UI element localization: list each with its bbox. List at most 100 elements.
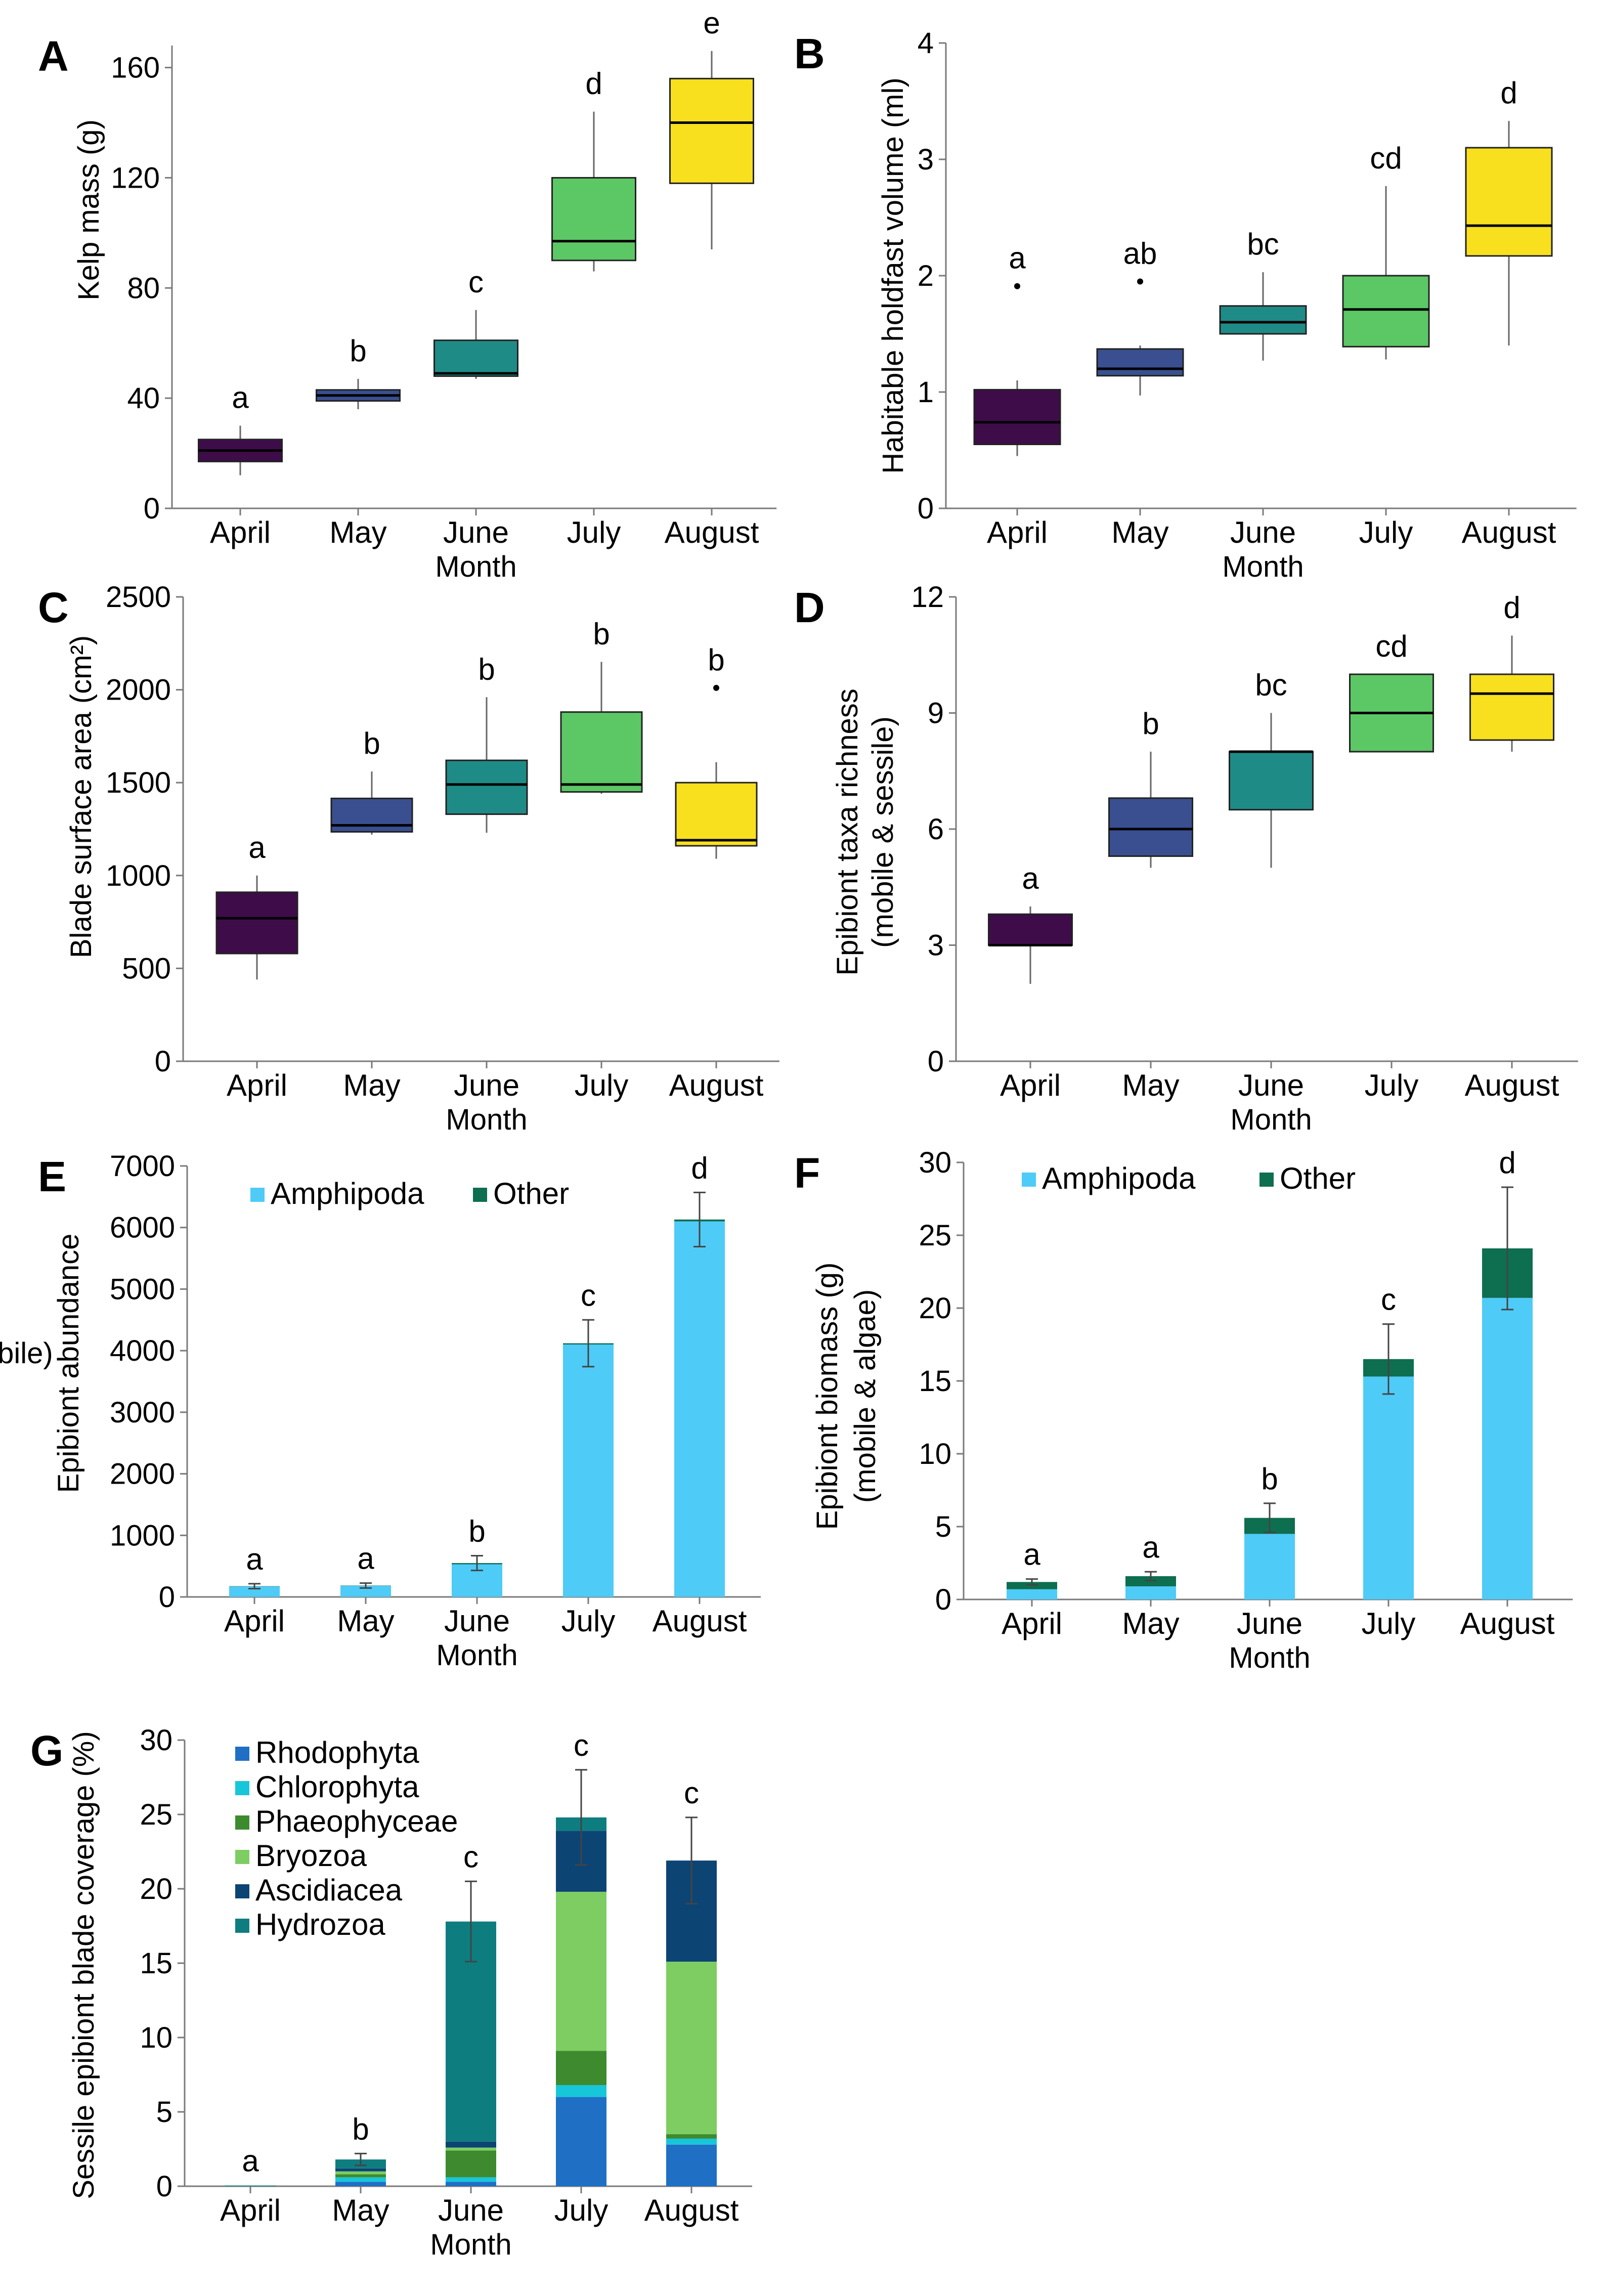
legend-swatch bbox=[250, 1188, 265, 1202]
x-tick-label: May bbox=[1122, 1607, 1179, 1640]
panel-a: A 0 40 80 120 160 April May June July August Month K… bbox=[38, 6, 777, 583]
panel-label: G bbox=[30, 1727, 63, 1774]
significance-letter: b bbox=[593, 617, 610, 651]
y-axis-title: Habitable holdfast volume (ml) bbox=[877, 77, 909, 473]
bar-segment bbox=[446, 2150, 496, 2178]
y-tick-label: 15 bbox=[140, 1947, 172, 1980]
outlier-point bbox=[1014, 283, 1020, 289]
y-tick-label: 9 bbox=[928, 697, 944, 730]
y-tick-label: 7000 bbox=[110, 1150, 175, 1183]
x-tick-label: June bbox=[1230, 515, 1296, 549]
y-tick-label: 30 bbox=[140, 1724, 172, 1757]
x-tick-label: April bbox=[987, 515, 1048, 549]
significance-letter: cd bbox=[1375, 629, 1407, 663]
bar-segment bbox=[335, 2182, 386, 2186]
significance-letter: c bbox=[468, 265, 484, 299]
bar-segment bbox=[335, 2171, 386, 2175]
y-tick-label: 0 bbox=[159, 1581, 175, 1614]
legend-swatch bbox=[473, 1188, 487, 1202]
bar-segment bbox=[556, 1891, 606, 2051]
bar-segment bbox=[335, 2168, 386, 2172]
legend: Amphipoda Other bbox=[1022, 1161, 1356, 1195]
y-tick-label: 4 bbox=[918, 27, 934, 60]
x-tick-label: April bbox=[224, 1604, 285, 1638]
x-tick-label: May bbox=[1111, 515, 1168, 549]
y-tick-label: 6 bbox=[928, 813, 944, 846]
bar-segment bbox=[674, 1221, 725, 1597]
x-tick-label: April bbox=[210, 515, 271, 549]
bar-segment bbox=[556, 2097, 606, 2186]
box bbox=[1219, 305, 1307, 335]
bar-segment bbox=[229, 1586, 280, 1597]
legend: RhodophytaChlorophytaPhaeophyceaeBryozoa… bbox=[235, 1736, 458, 1941]
y-tick-label: 30 bbox=[919, 1146, 951, 1179]
bar-segment bbox=[1244, 1534, 1295, 1599]
x-axis-title: Month bbox=[435, 550, 516, 583]
x-tick-label: June bbox=[444, 1604, 510, 1638]
significance-letter: b bbox=[363, 726, 380, 760]
significance-letter: b bbox=[478, 652, 495, 686]
x-tick-label: July bbox=[567, 515, 621, 549]
significance-letter: c bbox=[463, 1840, 479, 1874]
y-tick-label: 2000 bbox=[106, 674, 171, 707]
significance-letter: a bbox=[246, 1542, 263, 1576]
y-tick-label: 15 bbox=[919, 1365, 951, 1398]
bar-segment bbox=[1125, 1586, 1176, 1599]
y-axis-title: Epibiont biomass (g) bbox=[811, 1263, 844, 1530]
x-tick-label: June bbox=[438, 2193, 504, 2227]
x-tick-label: August bbox=[1465, 1068, 1559, 1102]
x-tick-label: April bbox=[227, 1068, 287, 1102]
x-tick-label: July bbox=[1362, 1607, 1416, 1640]
bar-segment bbox=[563, 1344, 614, 1597]
legend-label: Bryozoa bbox=[255, 1839, 367, 1873]
significance-letter: cd bbox=[1370, 141, 1402, 175]
panel-label: A bbox=[38, 32, 69, 80]
x-tick-label: April bbox=[220, 2193, 281, 2227]
x-tick-label: August bbox=[644, 2193, 739, 2227]
y-axis-title: Kelp mass (g) bbox=[72, 119, 105, 300]
legend: Amphipoda Other bbox=[250, 1177, 569, 1210]
significance-letter: c bbox=[684, 1776, 699, 1810]
y-tick-label: 1000 bbox=[106, 859, 171, 892]
box bbox=[988, 913, 1073, 946]
y-axis-title-line2: (mobile) bbox=[0, 1337, 53, 1370]
x-axis-title: Month bbox=[1222, 550, 1304, 583]
significance-letter: d bbox=[1503, 591, 1520, 625]
y-tick-label: 1000 bbox=[110, 1519, 175, 1552]
y-tick-label: 1 bbox=[918, 376, 934, 409]
panel-label: F bbox=[794, 1149, 820, 1197]
legend-swatch bbox=[235, 1850, 249, 1864]
x-tick-label: June bbox=[443, 515, 509, 549]
y-tick-label: 20 bbox=[140, 1873, 172, 1905]
y-tick-label: 20 bbox=[919, 1292, 951, 1325]
y-tick-label: 0 bbox=[935, 1583, 951, 1616]
y-axis-title-line2: (mobile & algae) bbox=[849, 1289, 882, 1503]
box bbox=[669, 77, 754, 184]
panel-c: C 0 500 1000 1500 2000 2500 April May June July Aug… bbox=[38, 581, 779, 1136]
panel-label: B bbox=[794, 30, 825, 77]
bar-segment bbox=[335, 2177, 386, 2182]
y-axis-title: Blade surface area (cm²) bbox=[65, 635, 98, 958]
x-tick-label: May bbox=[337, 1604, 394, 1638]
y-tick-label: 2000 bbox=[110, 1458, 175, 1491]
x-tick-label: August bbox=[669, 1068, 764, 1102]
y-tick-label: 10 bbox=[919, 1438, 951, 1470]
x-tick-label: August bbox=[665, 515, 759, 549]
significance-letter: a bbox=[1009, 241, 1026, 275]
box bbox=[1229, 751, 1314, 811]
y-tick-label: 500 bbox=[122, 952, 171, 985]
significance-letter: a bbox=[232, 381, 249, 415]
x-axis-title: Month bbox=[446, 1103, 527, 1136]
y-tick-label: 3 bbox=[928, 929, 944, 962]
x-axis-title: Month bbox=[1230, 1103, 1312, 1136]
x-axis-title: Month bbox=[430, 2228, 511, 2261]
x-tick-label: July bbox=[575, 1068, 629, 1102]
x-axis-title: Month bbox=[1229, 1641, 1310, 1674]
panel-f: F 0 5 10 15 20 25 30 April May June July August Month… bbox=[794, 1146, 1573, 1674]
y-tick-label: 120 bbox=[111, 161, 160, 194]
x-tick-label: June bbox=[1237, 1607, 1302, 1640]
significance-letter: a bbox=[242, 2144, 259, 2178]
y-tick-label: 0 bbox=[918, 492, 934, 525]
panel-label: C bbox=[38, 584, 69, 631]
